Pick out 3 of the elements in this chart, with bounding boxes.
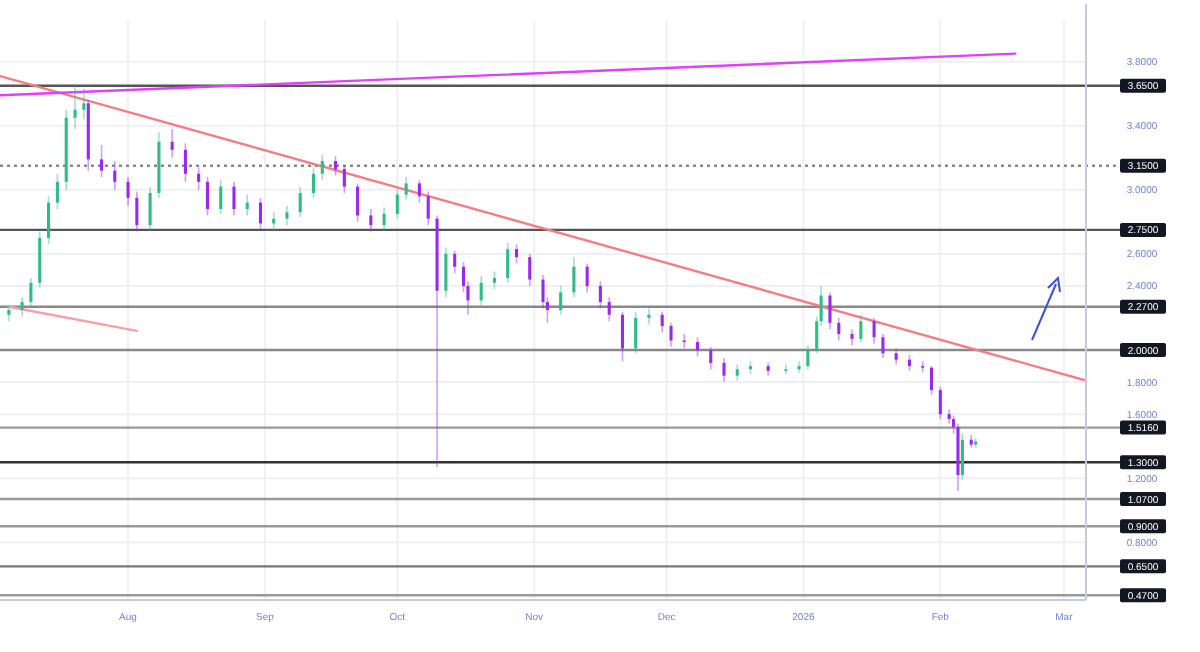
candlestick: [784, 363, 788, 375]
candlestick: [682, 333, 686, 350]
candlestick: [647, 307, 651, 326]
